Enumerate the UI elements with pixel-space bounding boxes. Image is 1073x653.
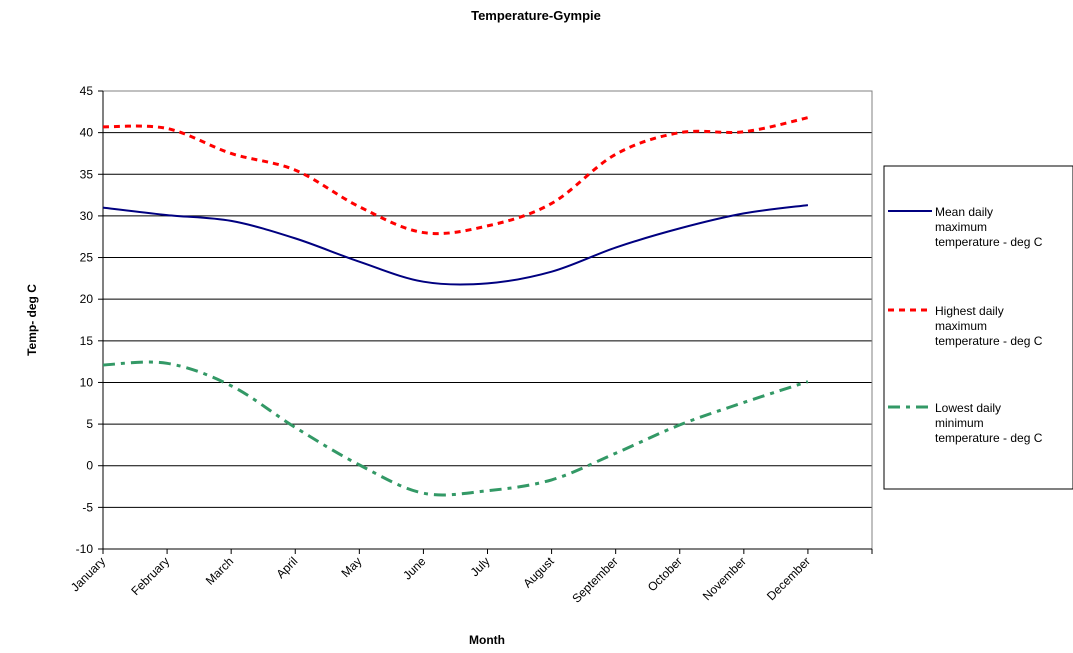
legend-label: temperature - deg C <box>935 334 1043 348</box>
series-line <box>102 116 809 236</box>
series-line <box>102 204 809 286</box>
y-axis: 45 40 35 30 25 20 15 10 5 0 -5 -10 <box>76 84 104 556</box>
series-lines <box>102 116 809 497</box>
legend-label: Lowest daily <box>935 401 1001 415</box>
grid-lines <box>103 132 872 508</box>
x-axis-title: Month <box>469 633 505 647</box>
x-tick-label: December <box>764 554 813 603</box>
y-tick-label: 20 <box>80 292 94 306</box>
y-tick-label: 45 <box>80 84 94 98</box>
x-tick-label: February <box>128 554 172 598</box>
chart-title: Temperature-Gympie <box>471 8 601 23</box>
y-tick-label: 10 <box>80 375 94 389</box>
legend-label: temperature - deg C <box>935 431 1043 445</box>
y-tick-label: 25 <box>80 251 94 265</box>
y-tick-label: -5 <box>82 500 93 514</box>
x-tick-label: June <box>400 554 429 583</box>
x-tick-label: April <box>273 554 300 581</box>
x-tick-label: October <box>645 554 685 594</box>
x-axis: January February March April May June July Augu… <box>68 548 873 606</box>
y-axis-title: Temp- deg C <box>25 284 39 356</box>
series-line <box>102 360 809 497</box>
x-tick-label: November <box>700 554 749 603</box>
plot-area-frame <box>102 90 873 550</box>
x-tick-label: September <box>569 554 620 605</box>
legend-label: maximum <box>935 220 987 234</box>
x-tick-label: January <box>68 554 108 594</box>
y-tick-label: 15 <box>80 334 94 348</box>
y-tick-label: 30 <box>80 209 94 223</box>
x-tick-label: August <box>520 554 557 591</box>
x-tick-label: May <box>339 554 365 580</box>
y-tick-label: 35 <box>80 167 94 181</box>
x-tick-label: March <box>203 554 236 587</box>
legend-label: temperature - deg C <box>935 235 1043 249</box>
y-tick-label: 5 <box>86 417 93 431</box>
y-tick-label: -10 <box>76 542 94 556</box>
legend-label: Mean daily <box>935 205 993 219</box>
legend-label: minimum <box>935 416 984 430</box>
y-tick-label: 0 <box>86 459 93 473</box>
legend-box <box>883 165 1073 490</box>
legend-label: maximum <box>935 319 987 333</box>
legend-label: Highest daily <box>935 304 1004 318</box>
x-tick-label: July <box>468 554 493 579</box>
y-tick-label: 40 <box>80 126 94 140</box>
